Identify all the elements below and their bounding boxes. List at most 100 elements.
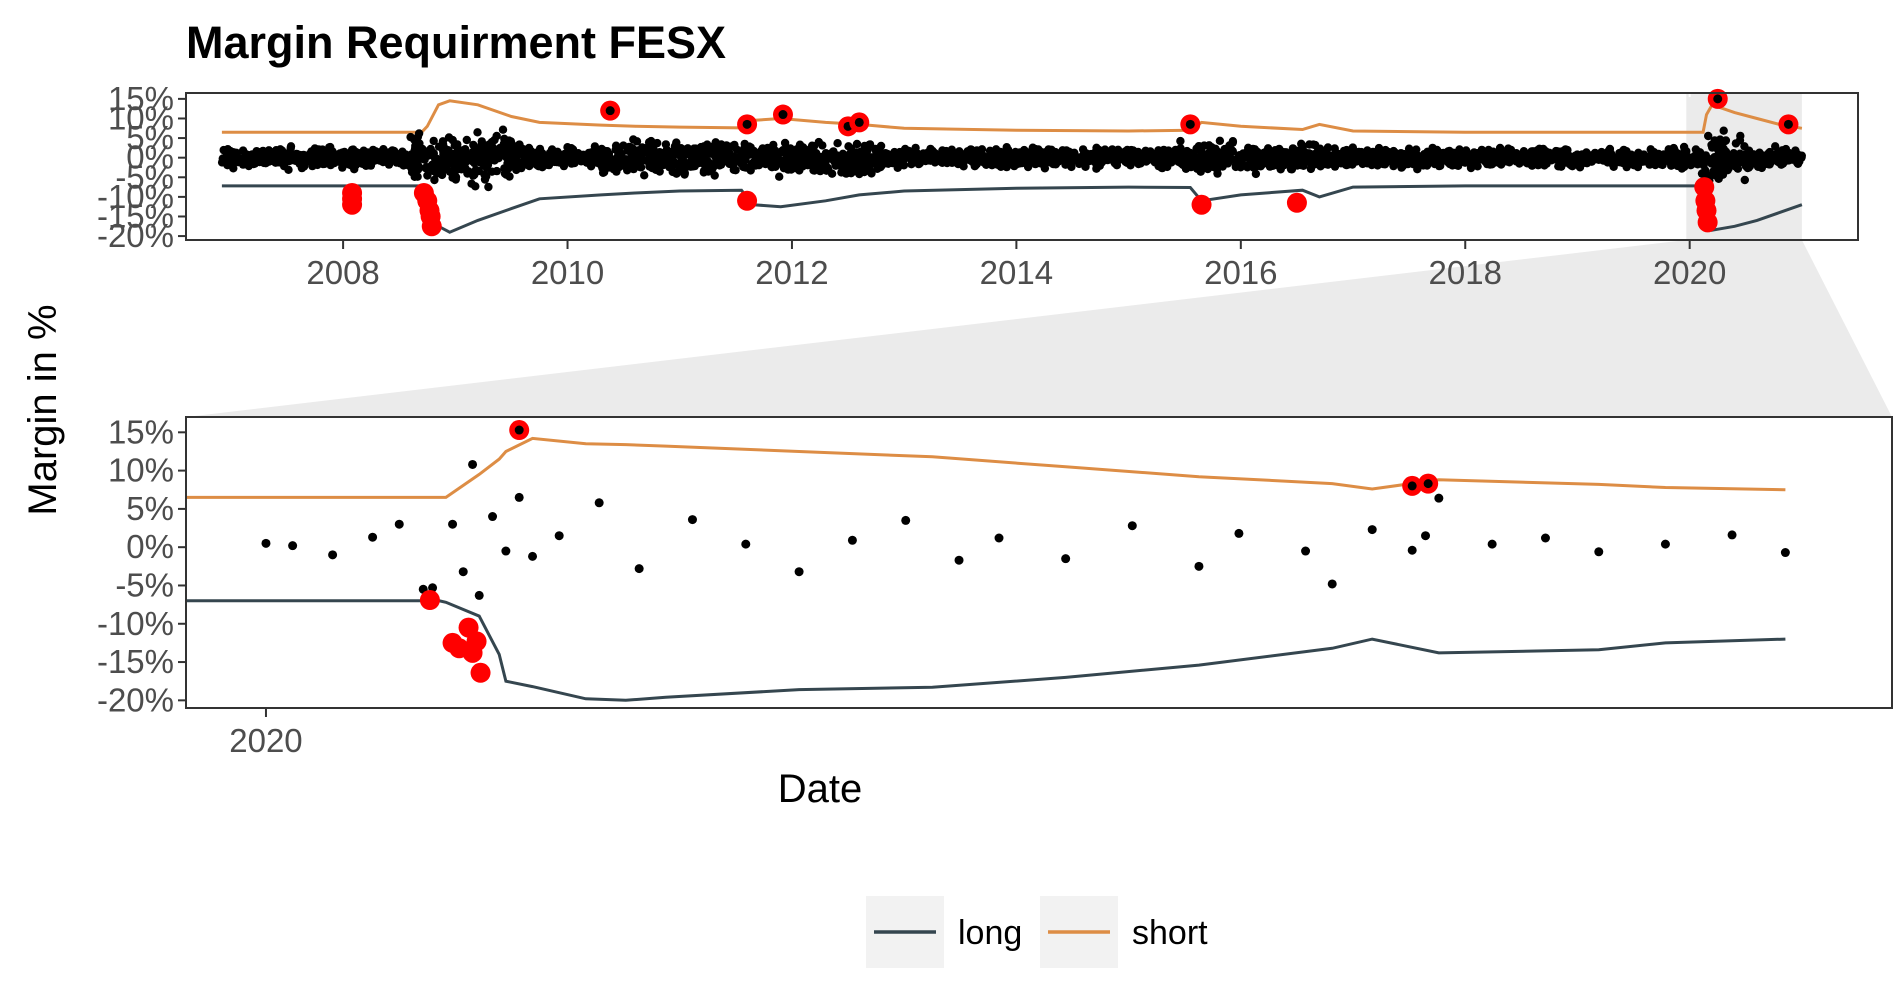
return-point <box>1212 165 1222 174</box>
breach-return-point <box>514 425 524 435</box>
return-point <box>644 158 654 167</box>
legend-label-long: long <box>958 914 1022 952</box>
return-point <box>860 167 869 177</box>
return-point <box>1540 533 1550 543</box>
return-point <box>720 155 729 164</box>
return-point <box>1450 156 1459 165</box>
return-point <box>1712 164 1721 174</box>
return-point <box>1505 154 1514 164</box>
return-point <box>559 161 569 171</box>
return-point <box>428 148 437 157</box>
return-point <box>1543 150 1552 159</box>
return-point <box>1740 175 1750 185</box>
return-point <box>801 145 810 154</box>
return-point <box>314 151 324 160</box>
return-point <box>711 153 720 162</box>
return-point <box>1797 151 1807 160</box>
return-point <box>313 160 322 170</box>
breach-return-point <box>1713 94 1723 104</box>
return-point <box>971 160 981 170</box>
return-point <box>1327 579 1337 589</box>
return-point <box>336 150 345 159</box>
return-point <box>553 148 562 157</box>
return-point <box>1120 156 1129 165</box>
return-point <box>432 166 441 175</box>
return-point <box>851 150 860 159</box>
breach-point <box>1191 194 1212 215</box>
return-point <box>1765 160 1774 169</box>
return-point <box>430 175 439 185</box>
return-point <box>1088 154 1097 164</box>
return-point <box>1264 149 1273 158</box>
return-point <box>883 149 892 159</box>
breach-point <box>737 190 758 211</box>
chart-title: Margin Requirment FESX <box>186 17 726 68</box>
return-point <box>1536 154 1545 163</box>
series-short-line <box>221 99 1803 134</box>
return-point <box>933 155 943 164</box>
return-point <box>328 550 338 560</box>
return-point <box>689 151 698 160</box>
return-point <box>376 155 385 164</box>
return-point <box>833 139 842 148</box>
return-point <box>1619 158 1628 168</box>
return-point <box>1557 162 1566 171</box>
return-point <box>679 156 688 166</box>
return-point <box>502 142 511 152</box>
return-point <box>410 172 419 181</box>
breach-return-point <box>854 117 864 127</box>
return-point <box>613 157 622 166</box>
return-point <box>672 169 681 178</box>
return-point <box>740 144 749 153</box>
return-point <box>487 167 497 176</box>
x-tick-label: 2010 <box>531 254 604 291</box>
return-point <box>462 135 471 145</box>
return-point <box>1780 548 1790 558</box>
y-tick-label: 10% <box>108 99 174 136</box>
return-point <box>1604 147 1613 156</box>
return-point <box>468 459 478 469</box>
return-point <box>1740 142 1749 151</box>
breach-return-point <box>1783 119 1793 129</box>
return-point <box>1413 165 1422 174</box>
return-point <box>807 161 816 170</box>
return-point <box>1265 162 1275 171</box>
return-point <box>1212 155 1221 164</box>
return-point <box>1408 151 1418 160</box>
return-point <box>1664 145 1673 154</box>
return-point <box>717 140 726 149</box>
return-point <box>1594 155 1604 164</box>
return-point <box>480 175 490 184</box>
return-point <box>985 153 994 162</box>
return-point <box>500 164 509 173</box>
y-tick-label: -10% <box>97 178 174 215</box>
return-point <box>994 533 1004 543</box>
return-point <box>264 157 274 166</box>
return-point <box>444 133 454 142</box>
return-point <box>535 144 545 154</box>
return-point <box>628 144 637 153</box>
return-point <box>514 492 524 502</box>
return-point <box>640 171 649 180</box>
return-point <box>1723 166 1732 175</box>
legend: long short <box>866 896 1208 968</box>
x-tick-label: 2012 <box>755 254 828 291</box>
return-point <box>379 145 388 154</box>
return-point <box>740 155 750 164</box>
return-point <box>1275 144 1284 154</box>
return-point <box>1443 147 1453 156</box>
return-point <box>1383 153 1393 162</box>
return-point <box>1771 142 1780 151</box>
return-point <box>1787 151 1796 161</box>
return-point <box>293 155 302 164</box>
return-point <box>345 160 354 169</box>
return-point <box>1068 156 1077 165</box>
return-point <box>474 590 484 600</box>
return-point <box>1770 152 1779 161</box>
return-point <box>1497 160 1506 169</box>
return-point <box>554 531 564 541</box>
return-point <box>1012 151 1022 160</box>
return-point <box>503 136 512 145</box>
y-tick-label: 10% <box>108 452 174 489</box>
return-point <box>411 143 420 153</box>
